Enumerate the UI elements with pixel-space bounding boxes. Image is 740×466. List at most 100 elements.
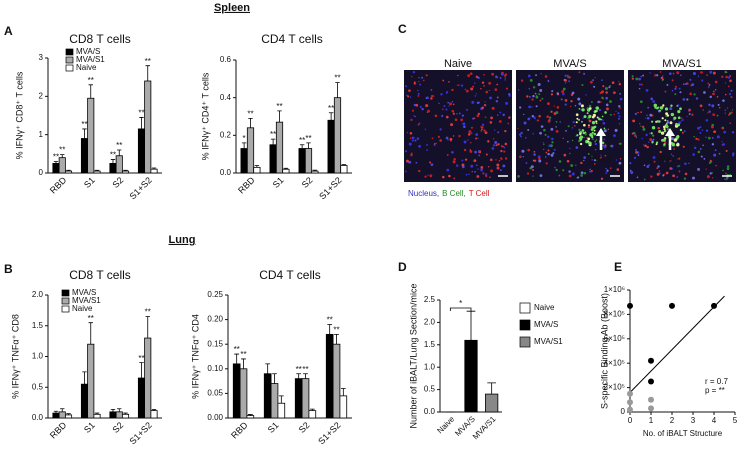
cell-dot bbox=[604, 87, 608, 90]
error-bar bbox=[283, 167, 289, 170]
cell-dot bbox=[722, 143, 725, 146]
cell-dot bbox=[637, 111, 639, 114]
legend-label: Naive bbox=[72, 304, 93, 313]
cell-dot bbox=[600, 90, 604, 94]
cell-dot bbox=[657, 174, 659, 176]
error-bar bbox=[247, 414, 253, 416]
cell-dot bbox=[463, 148, 467, 152]
cell-dot bbox=[676, 143, 680, 147]
significance-label: * bbox=[243, 134, 246, 143]
cell-dot bbox=[552, 152, 555, 155]
cell-dot bbox=[534, 159, 537, 162]
legend-label: Naive bbox=[534, 303, 555, 312]
panel-letter: A bbox=[4, 24, 13, 38]
cell-dot bbox=[599, 156, 602, 159]
cell-dot bbox=[416, 137, 420, 140]
error-bar bbox=[341, 164, 347, 166]
cell-dot bbox=[539, 174, 543, 178]
cell-dot bbox=[465, 89, 469, 93]
cell-dot bbox=[708, 103, 711, 107]
cell-dot bbox=[483, 129, 486, 132]
cell-dot bbox=[429, 161, 431, 164]
bar bbox=[137, 377, 146, 419]
cell-dot bbox=[693, 146, 697, 150]
cell-dot bbox=[564, 103, 567, 106]
cell-dot bbox=[695, 97, 699, 100]
cell-dot bbox=[595, 110, 597, 112]
cell-dot bbox=[504, 75, 506, 77]
cell-dot bbox=[581, 108, 585, 112]
cell-dot bbox=[716, 114, 719, 117]
cell-dot bbox=[617, 112, 620, 115]
y-tick-label: 1.5 bbox=[424, 340, 436, 349]
cell-dot bbox=[487, 166, 490, 168]
bar bbox=[64, 414, 73, 419]
cell-dot bbox=[603, 145, 607, 149]
significance-label: ** bbox=[333, 325, 339, 334]
cell-dot bbox=[519, 133, 522, 136]
cell-dot bbox=[562, 169, 565, 172]
cell-dot bbox=[568, 77, 571, 79]
cell-dot bbox=[683, 177, 687, 180]
x-tick-label: S1+S2 bbox=[127, 175, 153, 201]
cell-dot bbox=[655, 141, 659, 144]
cell-dot bbox=[469, 149, 472, 151]
cell-dot bbox=[520, 135, 522, 138]
cell-dot bbox=[714, 89, 717, 91]
cell-dot bbox=[604, 154, 607, 157]
cell-dot bbox=[588, 124, 590, 126]
cell-dot bbox=[670, 153, 673, 155]
cell-dot bbox=[429, 174, 433, 178]
cell-dot bbox=[656, 120, 660, 123]
cell-dot bbox=[730, 111, 733, 114]
cell-dot bbox=[508, 93, 511, 96]
significance-label: ** bbox=[299, 136, 305, 145]
x-tick-label: S1 bbox=[271, 175, 286, 190]
x-tick-label: RBD bbox=[236, 175, 257, 196]
y-tick-label: 6×10⁵ bbox=[604, 334, 625, 343]
cell-dot bbox=[505, 101, 509, 105]
cell-dot bbox=[609, 167, 612, 170]
cell-dot bbox=[595, 120, 598, 123]
cell-dot bbox=[637, 154, 640, 157]
significance-label: ** bbox=[327, 316, 333, 325]
trendline bbox=[629, 295, 725, 393]
cell-dot bbox=[538, 93, 541, 96]
y-tick-label: 1.0 bbox=[424, 362, 436, 371]
cell-dot bbox=[406, 159, 409, 163]
error-bar bbox=[254, 165, 260, 168]
cell-dot bbox=[582, 72, 586, 75]
cell-dot bbox=[671, 89, 674, 92]
cell-dot bbox=[678, 157, 681, 160]
cell-dot bbox=[620, 163, 622, 165]
cell-dot bbox=[584, 133, 587, 136]
cell-dot bbox=[706, 74, 708, 76]
cell-dot bbox=[433, 143, 436, 147]
cell-dot bbox=[708, 110, 711, 113]
cell-dot bbox=[699, 148, 702, 150]
cell-dot bbox=[611, 81, 615, 85]
y-tick-label: 0.0 bbox=[220, 168, 232, 177]
cell-dot bbox=[708, 161, 712, 164]
cell-dot bbox=[710, 125, 714, 129]
cell-dot bbox=[593, 132, 597, 136]
cell-dot bbox=[600, 154, 602, 156]
x-tick-label: S2 bbox=[297, 420, 312, 435]
cell-dot bbox=[409, 131, 413, 135]
cell-dot bbox=[678, 170, 681, 173]
cell-dot bbox=[666, 114, 670, 117]
micrograph-panel: Naive MVA/S MVA/S1 iBALT iBALT Nucleus, B Cell… bbox=[404, 58, 736, 198]
cell-dot bbox=[471, 100, 475, 104]
cell-dot bbox=[569, 147, 571, 150]
cell-dot bbox=[702, 109, 704, 111]
cell-dot bbox=[442, 108, 444, 111]
cell-dot bbox=[651, 126, 656, 130]
cell-dot bbox=[546, 115, 550, 119]
cell-dot bbox=[477, 112, 480, 116]
cell-dot bbox=[470, 132, 473, 135]
y-tick-label: 0.5 bbox=[424, 385, 436, 394]
bar bbox=[232, 363, 241, 419]
bar bbox=[298, 148, 306, 174]
cell-dot bbox=[582, 131, 586, 135]
significance-label: ** bbox=[145, 308, 151, 317]
